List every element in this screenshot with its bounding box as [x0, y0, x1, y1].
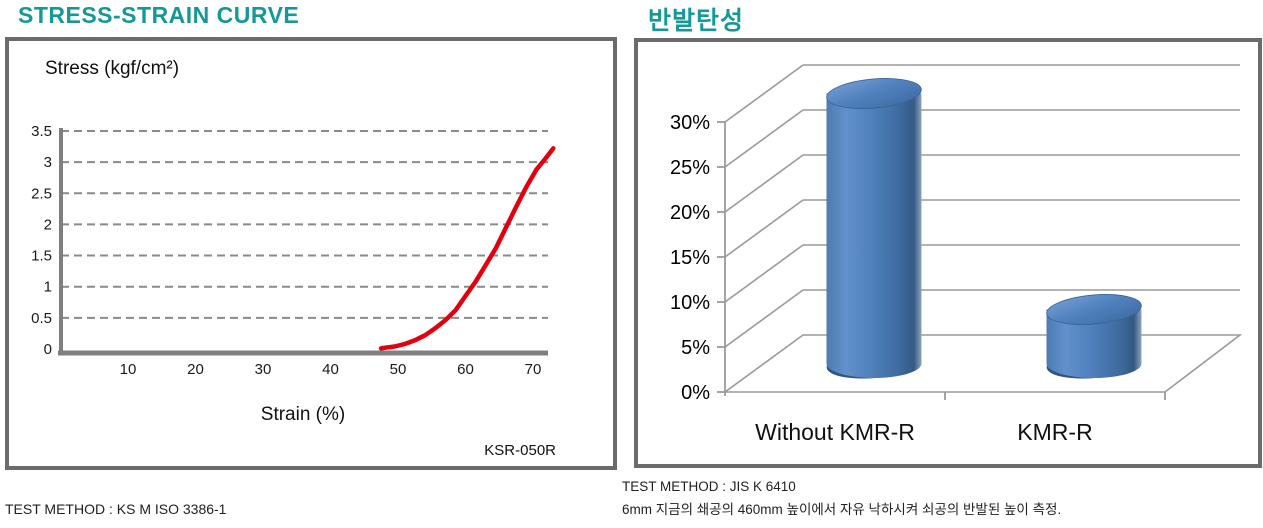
stress-axis-label: Stress (kgf/cm²) [45, 58, 180, 79]
sidewall-gridline [724, 64, 804, 123]
x-tick-label: 10 [120, 361, 137, 378]
sidewall-gridline [724, 199, 804, 258]
y-tick-label: 2 [44, 216, 52, 233]
y-tick-label: 3 [44, 154, 52, 171]
category-label-without-kmr-r: Without KMR-R [755, 419, 915, 445]
x-tick-label: 70 [525, 361, 542, 378]
y-tick-label: 1 [44, 279, 52, 296]
cylinder-body [1046, 309, 1142, 378]
stress-strain-chart: 0 0.5 1 1.5 2 2.5 3 3.5 10 20 30 40 50 60 70 [31, 123, 556, 378]
y-tick-label: 0 [44, 341, 52, 358]
x-tick-label: 20 [187, 361, 204, 378]
percent-tick-label: 0% [681, 382, 710, 404]
series-annotation: KSR-050R [484, 442, 556, 459]
x-tick-label: 30 [255, 361, 272, 378]
cylinder-body [826, 93, 922, 378]
cylinder-top [826, 78, 922, 109]
x-tick-label: 40 [322, 361, 339, 378]
cylinder-top [1046, 294, 1142, 325]
sidewall-gridline [724, 154, 804, 213]
percent-tick-label: 25% [670, 157, 710, 179]
rebound-chart: 0% 5% 10% 15% 20% 25% 30% [670, 64, 1243, 404]
percent-tick-label: 10% [670, 292, 710, 314]
y-tick-label: 1.5 [31, 248, 52, 265]
strain-axis-label: Strain (%) [260, 404, 346, 425]
stress-strain-curve [378, 146, 556, 351]
y-tick-label: 2.5 [31, 185, 52, 202]
right-test-note: 6mm 지금의 쇄공의 460mm 높이에서 자유 낙하시켜 쇠공의 반발된 높… [622, 502, 1062, 517]
sidewall-gridline [724, 289, 804, 348]
y-tick-label: 3.5 [31, 123, 52, 140]
floor [722, 334, 1243, 393]
x-tick-label: 60 [457, 361, 474, 378]
y-tick-label: 0.5 [31, 310, 52, 327]
stress-strain-title: STRESS-STRAIN CURVE [18, 2, 300, 28]
sidewall-gridline [724, 109, 804, 168]
left-test-method: TEST METHOD : KS M ISO 3386-1 [5, 501, 227, 517]
percent-tick-label: 30% [670, 112, 710, 134]
right-test-method: TEST METHOD : JIS K 6410 [622, 479, 796, 494]
rebound-title: 반발탄성 [648, 7, 745, 35]
percent-tick-label: 20% [670, 202, 710, 224]
stress-strain-chart-box: 0 0.5 1 1.5 2 2.5 3 3.5 10 20 30 40 50 60 70 [5, 37, 617, 470]
percent-tick-label: 15% [670, 247, 710, 269]
percent-tick-label: 5% [681, 337, 710, 359]
category-label-kmr-r: KMR-R [1017, 419, 1093, 445]
x-tick-label: 50 [390, 361, 407, 378]
rebound-chart-box: 0% 5% 10% 15% 20% 25% 30% [634, 38, 1262, 468]
sidewall-gridline [724, 244, 804, 303]
